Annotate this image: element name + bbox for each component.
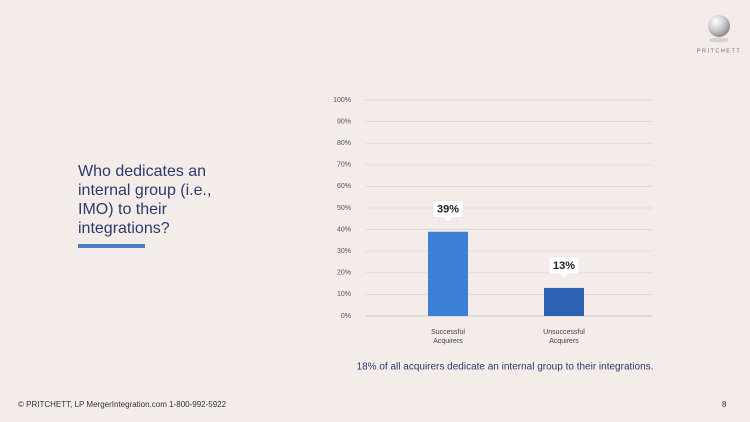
x-tick-label: Successful Acquirers	[431, 329, 465, 345]
logo-shadow	[709, 37, 729, 43]
logo-text: PRITCHETT	[697, 48, 741, 54]
bar	[544, 287, 584, 316]
title-underline	[78, 244, 145, 248]
value-label: 13%	[553, 260, 575, 272]
chart-note: 18% of all acquirers dedicate an interna…	[357, 362, 654, 373]
logo-sphere	[708, 15, 730, 37]
y-tick-label: 70%	[337, 162, 351, 169]
x-tick-label: Unsuccessful Acquirers	[543, 329, 585, 345]
y-tick-label: 30%	[337, 248, 351, 255]
slide-title: Who dedicates an internal group (i.e., I…	[78, 163, 212, 237]
y-tick-label: 90%	[337, 118, 351, 125]
y-tick-label: 10%	[337, 291, 351, 298]
bar	[428, 231, 468, 316]
value-callout	[432, 200, 464, 224]
value-label: 39%	[437, 204, 459, 216]
y-tick-label: 20%	[337, 270, 351, 277]
y-tick-label: 0%	[341, 313, 351, 320]
value-callout	[548, 256, 580, 280]
footer: © PRITCHETT, LP MergerIntegration.com 1-…	[18, 400, 227, 409]
y-tick-label: 50%	[337, 205, 351, 212]
y-tick-label: 40%	[337, 226, 351, 233]
page-number: 8	[722, 400, 727, 409]
y-tick-label: 80%	[337, 140, 351, 147]
y-tick-label: 60%	[337, 183, 351, 190]
y-tick-label: 100%	[333, 97, 351, 104]
